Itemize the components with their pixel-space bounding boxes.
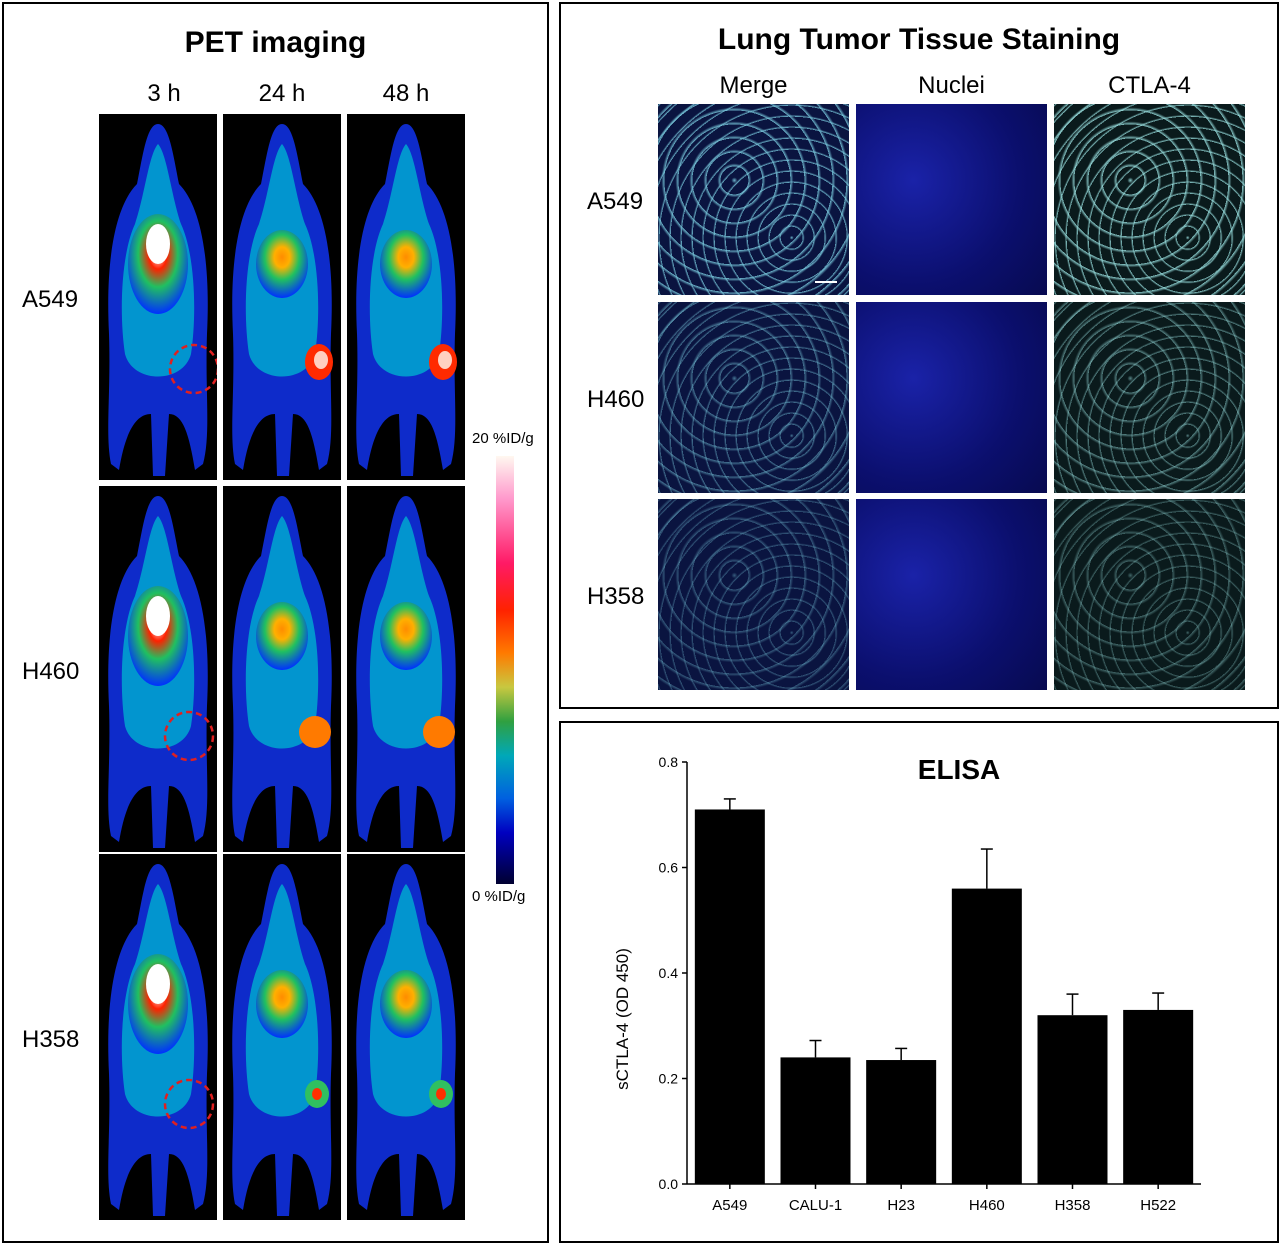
tissue-image-a549-merge (658, 104, 849, 295)
bar (866, 1060, 937, 1184)
pet-row-h358: H358 (22, 1026, 80, 1053)
y-tick-label: 0.2 (659, 1071, 679, 1087)
tissue-row-h460: H460 (587, 386, 645, 413)
tissue-image-h358-merge (658, 499, 849, 690)
tissue-image-a549-nuclei (856, 104, 1047, 295)
pet-image-h358-2 (347, 854, 465, 1220)
pet-colorbar (496, 456, 514, 884)
pet-image-h460-1 (223, 486, 341, 852)
pet-imaging-panel: PET imaging 3 h 24 h 48 h A549 H460 H358 (2, 2, 549, 1243)
bar (694, 809, 765, 1184)
x-tick-label: CALU-1 (789, 1197, 842, 1214)
elisa-title: ELISA (918, 754, 1000, 785)
y-tick-label: 0.8 (659, 754, 679, 770)
pet-image-h460-2 (347, 486, 465, 852)
elisa-panel: ELISA sCTLA-4 (OD 450) 0.0 0.2 0.4 0.6 0.8 A5… (559, 721, 1279, 1243)
pet-title: PET imaging (184, 26, 367, 59)
x-tick-label: H23 (887, 1197, 915, 1214)
tissue-image-h358-ctla-4 (1054, 499, 1245, 690)
tissue-image-h460-nuclei (856, 302, 1047, 493)
tissue-image-h460-ctla-4 (1054, 302, 1245, 493)
pet-image-a549-0 (99, 114, 217, 480)
y-tick-label: 0.4 (659, 965, 679, 981)
tissue-col-merge: Merge (719, 72, 788, 99)
elisa-y-axis-label: sCTLA-4 (OD 450) (613, 948, 632, 1090)
tissue-col-nuclei: Nuclei (918, 72, 985, 99)
pet-image-h460-0 (99, 486, 217, 852)
x-tick-label: H358 (1055, 1197, 1091, 1214)
tissue-image-a549-ctla-4 (1054, 104, 1245, 295)
colorbar-max-label: 20 %ID/g (472, 430, 534, 447)
x-tick-label: H460 (969, 1197, 1005, 1214)
y-tick-label: 0.6 (659, 860, 679, 876)
pet-timepoint-3h: 3 h (147, 80, 181, 107)
tissue-row-h358: H358 (587, 583, 645, 610)
bar (780, 1057, 851, 1184)
pet-row-h460: H460 (22, 658, 80, 685)
bar (951, 888, 1022, 1184)
pet-image-a549-1 (223, 114, 341, 480)
pet-row-a549: A549 (22, 286, 79, 313)
pet-timepoint-24h: 24 h (258, 80, 306, 107)
pet-timepoint-48h: 48 h (382, 80, 430, 107)
tissue-row-a549: A549 (587, 188, 644, 215)
x-tick-label: A549 (712, 1197, 747, 1214)
tissue-image-h358-nuclei (856, 499, 1047, 690)
elisa-chart: ELISA sCTLA-4 (OD 450) 0.0 0.2 0.4 0.6 0.8 A5… (613, 754, 1201, 1214)
pet-image-h358-0 (99, 854, 217, 1220)
x-tick-label: H522 (1140, 1197, 1176, 1214)
tissue-col-ctla4: CTLA-4 (1108, 72, 1191, 99)
colorbar-min-label: 0 %ID/g (472, 888, 526, 905)
y-tick-label: 0.0 (659, 1176, 679, 1192)
tissue-staining-panel: Lung Tumor Tissue Staining Merge Nuclei … (559, 2, 1279, 709)
bar (1037, 1015, 1108, 1184)
tissue-image-h460-merge (658, 302, 849, 493)
pet-image-h358-1 (223, 854, 341, 1220)
tissue-title: Lung Tumor Tissue Staining (717, 23, 1121, 56)
bar (1123, 1009, 1194, 1184)
pet-image-a549-2 (347, 114, 465, 480)
scale-bar (815, 281, 837, 283)
